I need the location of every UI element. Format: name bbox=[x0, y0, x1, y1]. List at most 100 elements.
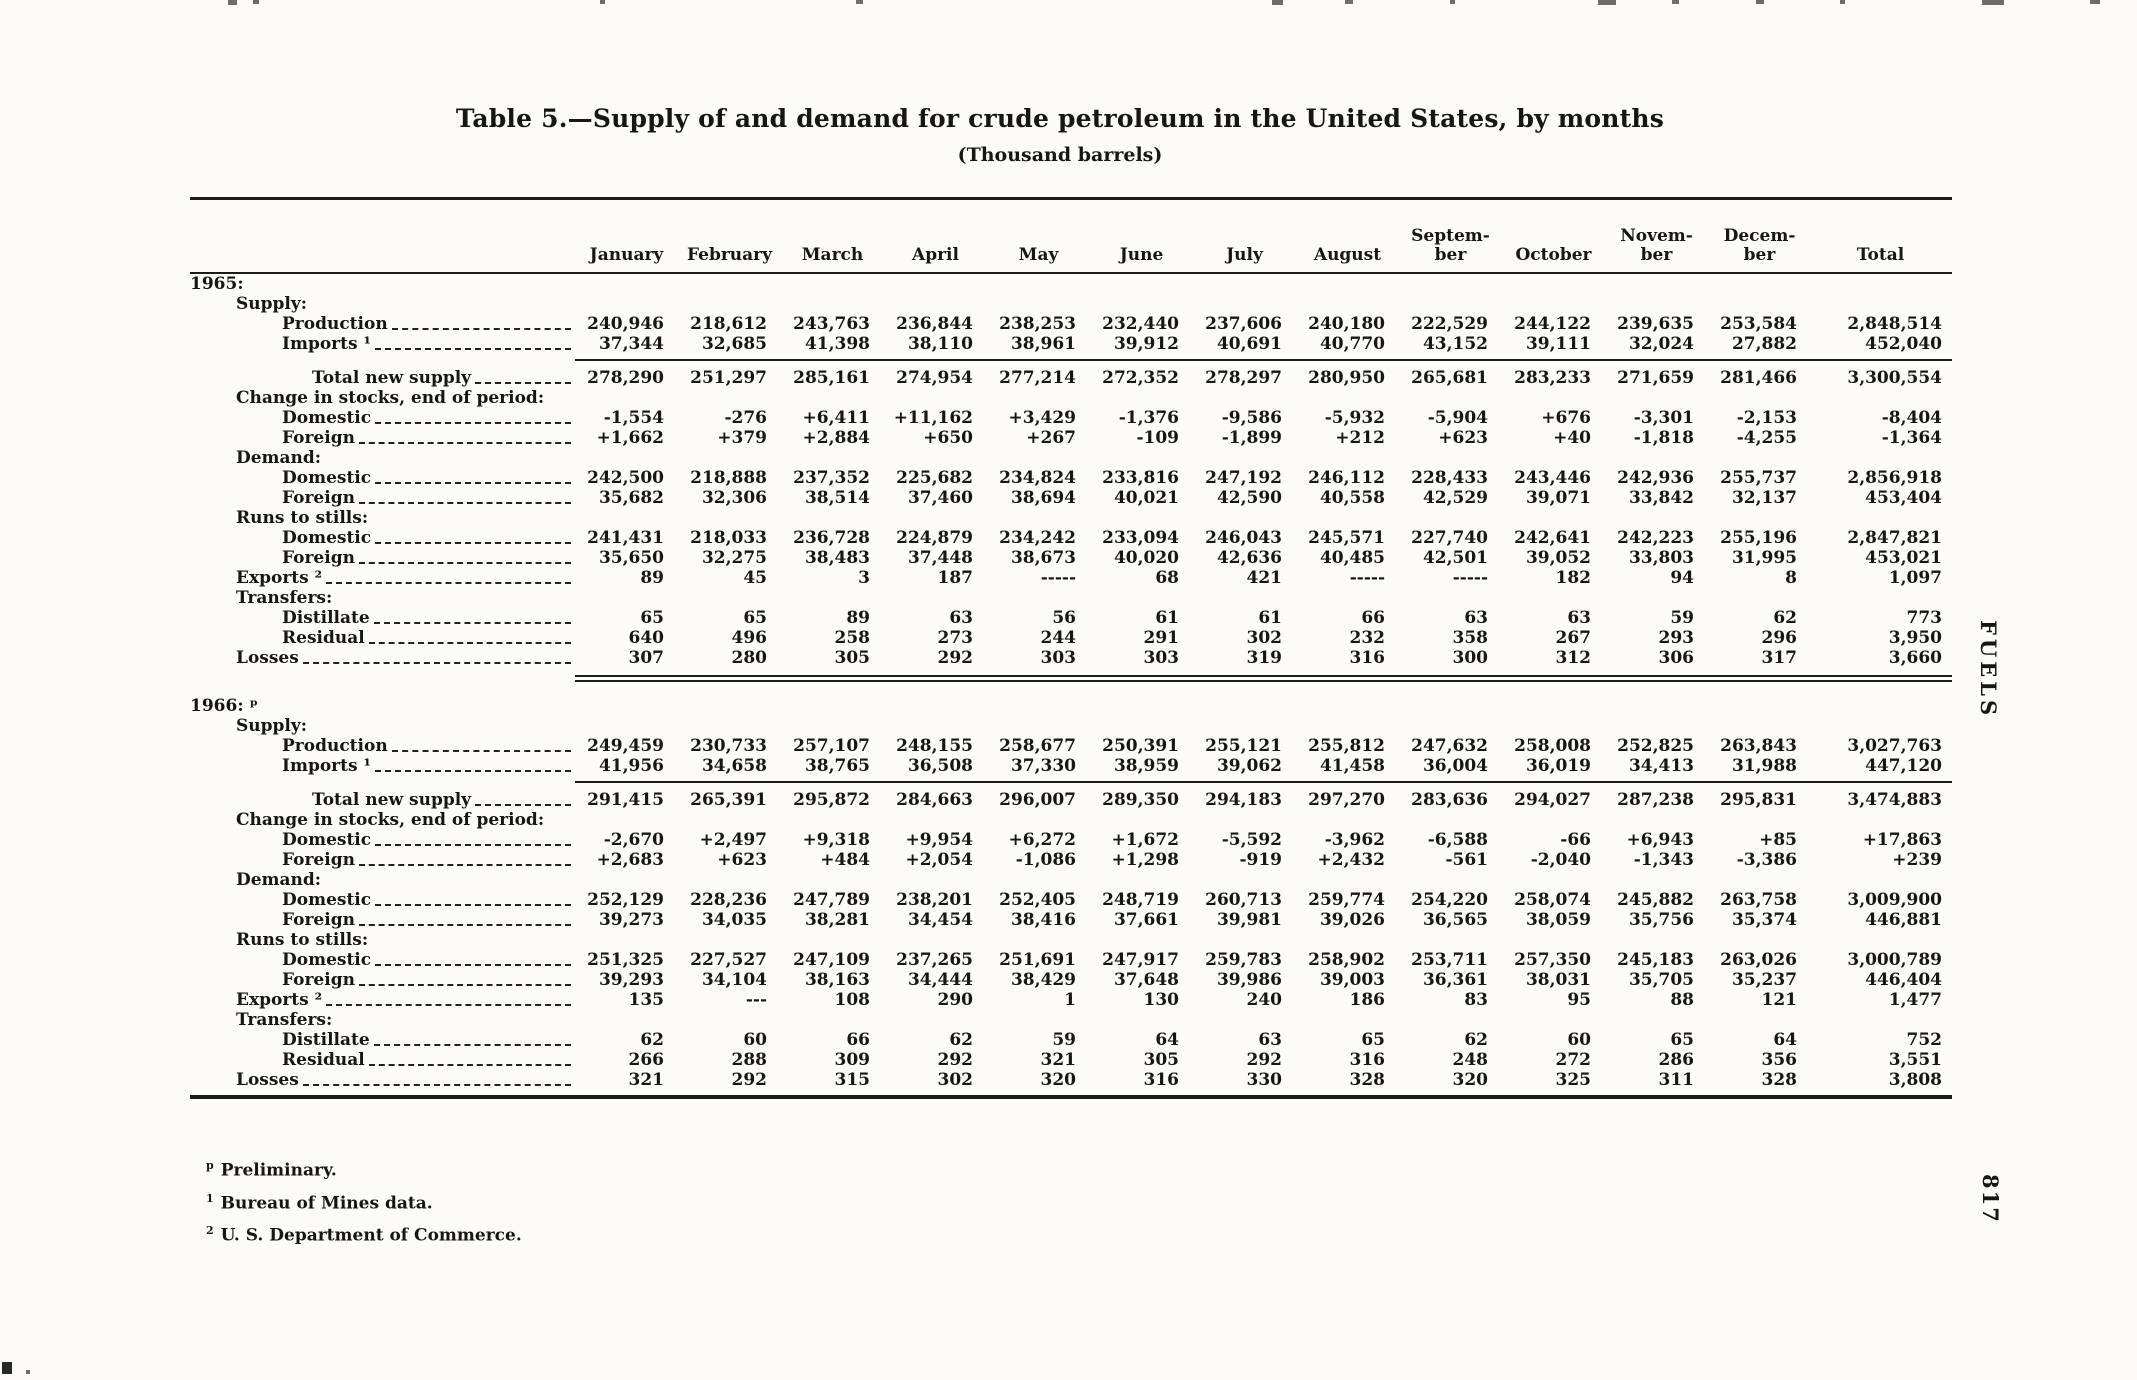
table-cell: -8,404 bbox=[1881, 408, 1942, 428]
table-cell: 320 bbox=[1040, 1070, 1077, 1090]
table-cell: 121 bbox=[1761, 990, 1798, 1010]
table-cell: -1,086 bbox=[1015, 850, 1076, 870]
table-cell: 277,214 bbox=[999, 368, 1076, 388]
table-cell: +17,863 bbox=[1862, 830, 1942, 850]
dot-leader bbox=[358, 850, 571, 866]
table-cell: 280,950 bbox=[1308, 368, 1385, 388]
table-cell: +9,954 bbox=[905, 830, 973, 850]
table-cell: 36,361 bbox=[1422, 970, 1488, 990]
row-label: Demand: bbox=[236, 870, 322, 890]
table-cell: 294,027 bbox=[1514, 790, 1591, 810]
table-cell: 37,448 bbox=[907, 548, 973, 568]
table-cell: -2,153 bbox=[1736, 408, 1797, 428]
dot-leader bbox=[358, 488, 571, 504]
table-cell: 236,728 bbox=[793, 528, 870, 548]
row-label: Domestic bbox=[190, 528, 575, 548]
table-cell: 3,808 bbox=[1888, 1070, 1942, 1090]
table-cell: 247,109 bbox=[793, 950, 870, 970]
table-cell: 66 bbox=[1361, 608, 1385, 628]
table-cell: 356 bbox=[1761, 1050, 1798, 1070]
table-cell: 39,071 bbox=[1525, 488, 1591, 508]
dot-leader bbox=[302, 648, 571, 664]
table-cell: 247,192 bbox=[1205, 468, 1282, 488]
table-cell: 242,641 bbox=[1514, 528, 1591, 548]
table-cell: +1,298 bbox=[1111, 850, 1179, 870]
dot-leader bbox=[373, 1030, 571, 1046]
table-cell: -561 bbox=[1445, 850, 1488, 870]
table-cell: 265,391 bbox=[690, 790, 767, 810]
table-cell: 38,961 bbox=[1010, 334, 1076, 354]
table-cell: 63 bbox=[949, 608, 973, 628]
table-cell: 288 bbox=[731, 1050, 768, 1070]
table-cell: 1 bbox=[1064, 990, 1076, 1010]
table-cell: +2,432 bbox=[1317, 850, 1385, 870]
running-head-fuels: FUELS bbox=[1976, 620, 2001, 720]
table-cell: 40,485 bbox=[1319, 548, 1385, 568]
table-subtitle: (Thousand barrels) bbox=[957, 144, 1163, 166]
table-cell: 36,019 bbox=[1525, 756, 1591, 776]
table-row: Change in stocks, end of period: bbox=[190, 388, 1952, 408]
table-cell: -5,592 bbox=[1221, 830, 1282, 850]
table-cell: 240,946 bbox=[587, 314, 664, 334]
subtotal-rule bbox=[575, 781, 1952, 783]
table-cell: 42,501 bbox=[1422, 548, 1488, 568]
table-top-rule bbox=[190, 197, 1952, 200]
table-title: Table 5.—Supply of and demand for crude … bbox=[455, 104, 1665, 133]
table-cell: 325 bbox=[1555, 1070, 1592, 1090]
table-cell: 258,902 bbox=[1308, 950, 1385, 970]
row-label: Production bbox=[190, 736, 575, 756]
table-cell: +1,662 bbox=[596, 428, 664, 448]
table-cell: 271,659 bbox=[1617, 368, 1694, 388]
table-row: Transfers: bbox=[190, 588, 1952, 608]
row-label: Foreign bbox=[190, 910, 575, 930]
table-cell: 312 bbox=[1555, 648, 1592, 668]
row-label: Imports ¹ bbox=[190, 756, 575, 776]
table-row: Foreign +2,683 +623 +484 +2,054 -1,086 +1,298 -… bbox=[190, 850, 1952, 870]
table-cell: -5,904 bbox=[1427, 408, 1488, 428]
dot-leader bbox=[374, 334, 571, 350]
table-cell: -919 bbox=[1239, 850, 1282, 870]
table-cell: 34,658 bbox=[701, 756, 767, 776]
table-cell: +2,497 bbox=[699, 830, 767, 850]
table-cell: +212 bbox=[1335, 428, 1385, 448]
table-row: Total new supply 291,415 265,391 295,872 284… bbox=[190, 790, 1952, 810]
column-header: June bbox=[1119, 245, 1164, 265]
table-cell: 38,281 bbox=[804, 910, 870, 930]
table-cell: +676 bbox=[1541, 408, 1591, 428]
table-row: Demand: bbox=[190, 870, 1952, 890]
table-cell: 32,275 bbox=[701, 548, 767, 568]
row-label: Domestic bbox=[190, 468, 575, 488]
table-cell: 37,661 bbox=[1113, 910, 1179, 930]
table-cell: 255,121 bbox=[1205, 736, 1282, 756]
table-cell: 187 bbox=[937, 568, 974, 588]
table-cell: 34,444 bbox=[907, 970, 973, 990]
table-cell: -109 bbox=[1136, 428, 1179, 448]
row-label: Total new supply bbox=[190, 790, 575, 810]
table-cell: 311 bbox=[1658, 1070, 1695, 1090]
table-cell: 38,765 bbox=[804, 756, 870, 776]
table-row: Foreign 39,273 34,035 38,281 34,454 38,416 37,… bbox=[190, 910, 1952, 930]
table-cell: 247,789 bbox=[793, 890, 870, 910]
table-cell: 39,293 bbox=[598, 970, 664, 990]
dot-leader bbox=[368, 628, 571, 644]
table-cell: -1,899 bbox=[1221, 428, 1282, 448]
table-cell: 59 bbox=[1052, 1030, 1076, 1050]
table-cell: 3,300,554 bbox=[1847, 368, 1942, 388]
table-cell: 227,740 bbox=[1411, 528, 1488, 548]
table-cell: 300 bbox=[1452, 648, 1489, 668]
table-cell: 248,155 bbox=[896, 736, 973, 756]
subtotal-rule bbox=[575, 359, 1952, 361]
table-cell: 225,682 bbox=[896, 468, 973, 488]
table-cell: 39,003 bbox=[1319, 970, 1385, 990]
column-header: October bbox=[1515, 245, 1592, 265]
table-cell: 237,606 bbox=[1205, 314, 1282, 334]
table-cell: -66 bbox=[1560, 830, 1591, 850]
dot-leader bbox=[375, 950, 571, 966]
table-cell: +2,683 bbox=[596, 850, 664, 870]
table-row: Production 240,946 218,612 243,763 236,844 23… bbox=[190, 314, 1952, 334]
table-cell: -2,670 bbox=[603, 830, 664, 850]
table-cell: 302 bbox=[937, 1070, 974, 1090]
table-cell: 32,137 bbox=[1731, 488, 1797, 508]
table-cell: 61 bbox=[1155, 608, 1179, 628]
table-cell: 258,074 bbox=[1514, 890, 1591, 910]
